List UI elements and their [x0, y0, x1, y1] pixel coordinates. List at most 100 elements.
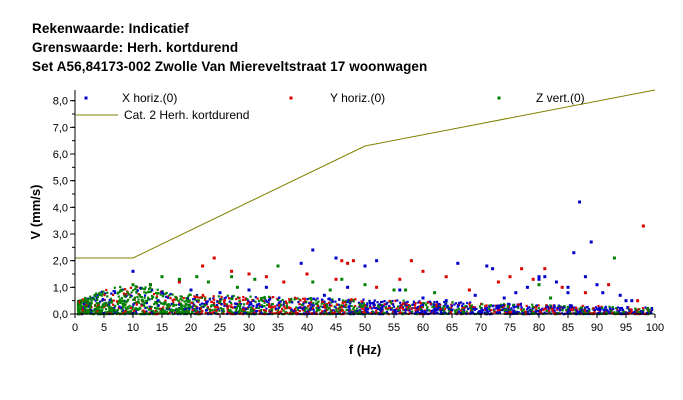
- dense-point: [277, 306, 280, 309]
- dense-point: [151, 294, 154, 298]
- dense-point: [580, 311, 583, 315]
- dense-point: [598, 307, 601, 310]
- dense-point: [133, 302, 136, 305]
- dense-point: [358, 308, 361, 311]
- dense-point: [353, 310, 356, 313]
- dense-point: [601, 312, 604, 315]
- dense-point: [408, 311, 412, 314]
- dense-point: [563, 305, 566, 308]
- dense-point: [94, 309, 97, 312]
- dense-point: [140, 304, 143, 307]
- dense-point: [123, 294, 126, 297]
- dense-point: [563, 306, 566, 309]
- dense-point: [306, 310, 309, 313]
- dense-point: [187, 310, 190, 313]
- dense-point: [558, 308, 562, 312]
- dense-point: [492, 304, 495, 307]
- dense-point: [179, 307, 182, 310]
- dense-point: [105, 288, 108, 292]
- dense-point: [323, 300, 326, 303]
- dense-point: [542, 308, 545, 311]
- dense-point: [127, 293, 130, 296]
- dense-point: [278, 301, 281, 304]
- dense-point: [229, 301, 233, 304]
- dense-point: [454, 311, 457, 314]
- dense-point: [80, 305, 83, 308]
- data-point: [131, 283, 135, 287]
- dense-point: [426, 307, 429, 310]
- dense-point: [265, 307, 268, 310]
- dense-point: [619, 312, 622, 315]
- data-point: [235, 285, 239, 289]
- data-point: [351, 259, 355, 263]
- dense-point: [395, 311, 398, 314]
- dense-point: [428, 300, 431, 303]
- dense-point: [281, 298, 284, 302]
- title-rekenwaarde: Rekenwaarde: Indicatief: [32, 21, 189, 36]
- dense-point: [175, 303, 178, 307]
- dense-point: [123, 304, 126, 307]
- title-grenswaarde: Grenswaarde: Herh. kortdurend: [32, 40, 239, 55]
- dense-point: [314, 299, 317, 302]
- dense-point: [429, 302, 432, 305]
- dense-point: [646, 307, 650, 310]
- dense-point: [506, 304, 509, 307]
- dense-point: [254, 296, 257, 299]
- dense-point: [131, 312, 134, 315]
- dense-point: [570, 305, 573, 308]
- data-point: [421, 269, 425, 273]
- dense-point: [215, 311, 218, 314]
- dense-point: [450, 303, 453, 306]
- dense-point: [308, 310, 311, 313]
- dense-point: [159, 309, 162, 312]
- dense-point: [226, 310, 229, 313]
- dense-point: [108, 304, 111, 308]
- dense-point: [219, 298, 222, 301]
- data-point: [264, 285, 268, 289]
- dense-point: [95, 307, 98, 310]
- dense-point: [101, 308, 104, 311]
- dense-point: [300, 303, 303, 306]
- dense-point: [140, 296, 143, 299]
- dense-point: [354, 298, 357, 301]
- dense-point: [505, 308, 508, 311]
- dense-point-cloud: [76, 285, 654, 316]
- dense-point: [238, 299, 241, 302]
- x-tick-label: 35: [272, 322, 284, 334]
- dense-point: [551, 310, 554, 313]
- dense-point: [112, 299, 115, 302]
- dense-point: [96, 306, 99, 309]
- dense-point: [197, 299, 200, 302]
- dense-point: [94, 304, 97, 307]
- dense-point: [250, 303, 253, 306]
- dense-point: [135, 312, 138, 315]
- dense-point: [101, 299, 104, 302]
- dense-point: [434, 307, 437, 310]
- dense-point: [129, 286, 132, 289]
- dense-point: [420, 311, 423, 314]
- dense-point: [248, 312, 251, 315]
- data-point: [247, 272, 251, 276]
- dense-point: [90, 312, 93, 315]
- dense-point: [295, 297, 298, 300]
- data-point: [566, 285, 570, 289]
- dense-point: [242, 308, 245, 311]
- dense-point: [293, 298, 296, 301]
- dense-point: [145, 306, 149, 309]
- dense-point: [551, 307, 554, 310]
- dense-point: [195, 294, 199, 297]
- dense-point: [578, 312, 581, 315]
- dense-point: [651, 308, 654, 311]
- dense-point: [457, 307, 460, 310]
- axes: 0 5 10 15 20 25 30 35 40 45 50 55 60 65 70 75 80 85 90 95 10…: [53, 90, 664, 334]
- dense-point: [470, 305, 473, 308]
- dense-point: [347, 309, 350, 312]
- dense-point: [124, 303, 127, 306]
- dense-point: [467, 308, 470, 311]
- dense-point: [312, 304, 315, 307]
- dense-point: [241, 298, 244, 302]
- dense-point: [546, 306, 549, 309]
- dense-point: [188, 309, 191, 312]
- dense-point: [548, 311, 552, 314]
- dense-point: [488, 307, 491, 310]
